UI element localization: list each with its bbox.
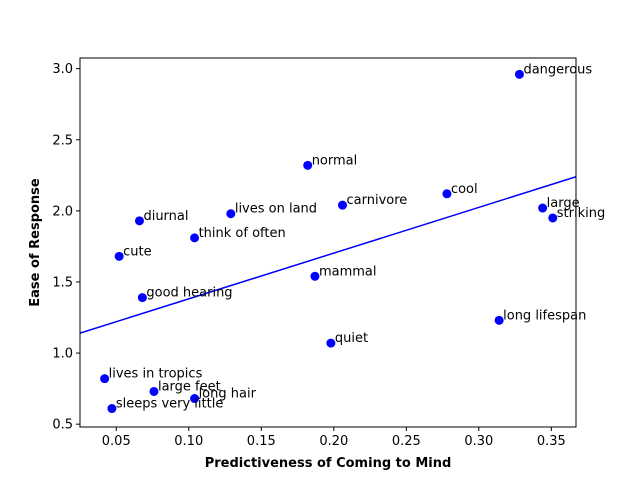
x-tick-label: 0.20: [319, 434, 348, 449]
point-label: lives on land: [235, 202, 317, 217]
point-label: large feet: [158, 379, 221, 394]
data-point: [114, 251, 124, 261]
x-axis-ticks: 0.05 0.10 0.15 0.20 0.25 0.30 0.35: [102, 427, 566, 449]
x-tick-label: 0.05: [102, 434, 131, 449]
data-point: [100, 374, 110, 384]
point-label: diurnal: [143, 209, 188, 224]
data-point: [442, 189, 452, 199]
trend-line-layer: [79, 176, 577, 334]
point-label: dangerous: [523, 62, 592, 77]
data-point: [326, 338, 336, 348]
data-point: [338, 200, 348, 210]
y-tick-label: 3.0: [52, 62, 73, 77]
plot-frame: [79, 57, 577, 428]
data-point: [514, 69, 524, 79]
point-label: good hearing: [146, 286, 232, 301]
point-label: long hair: [199, 387, 257, 402]
data-point: [190, 233, 200, 243]
point-labels-layer: dangerous normal cool carnivore large lives o…: [109, 62, 606, 411]
data-point: [149, 386, 159, 396]
data-point: [226, 209, 236, 219]
data-point: [303, 160, 313, 170]
y-axis-label: Ease of Response: [28, 178, 43, 307]
point-label: cool: [451, 182, 478, 197]
x-tick-label: 0.30: [464, 434, 493, 449]
x-axis-label: Predictiveness of Coming to Mind: [205, 456, 452, 471]
point-label: cute: [123, 244, 151, 259]
point-label: carnivore: [347, 193, 408, 208]
y-tick-label: 2.5: [52, 133, 73, 148]
point-label: mammal: [319, 264, 377, 279]
x-tick-label: 0.35: [537, 434, 566, 449]
y-tick-label: 0.5: [52, 418, 73, 433]
point-label: lives in tropics: [109, 367, 203, 382]
x-tick-label: 0.10: [174, 434, 203, 449]
x-tick-label: 0.25: [392, 434, 421, 449]
data-point: [548, 213, 558, 223]
data-point: [107, 404, 117, 414]
point-label: normal: [312, 153, 358, 168]
point-label: striking: [557, 206, 605, 221]
point-label: quiet: [335, 331, 368, 346]
x-tick-label: 0.15: [247, 434, 276, 449]
data-point: [134, 216, 144, 226]
point-label: think of often: [199, 226, 286, 241]
y-tick-label: 1.0: [52, 347, 73, 362]
data-point: [137, 293, 147, 303]
y-axis-ticks: 0.5 1.0 1.5 2.0 2.5 3.0: [52, 62, 80, 433]
y-tick-label: 2.0: [52, 204, 73, 219]
data-point: [310, 271, 320, 281]
point-label: sleeps very little: [116, 397, 223, 412]
y-tick-label: 1.5: [52, 275, 73, 290]
data-point: [190, 394, 200, 404]
trend-line: [79, 176, 577, 334]
point-label: long lifespan: [503, 308, 586, 323]
points-layer: [100, 69, 558, 414]
data-point: [538, 203, 548, 213]
data-point: [494, 315, 504, 325]
point-label: large: [547, 196, 580, 211]
